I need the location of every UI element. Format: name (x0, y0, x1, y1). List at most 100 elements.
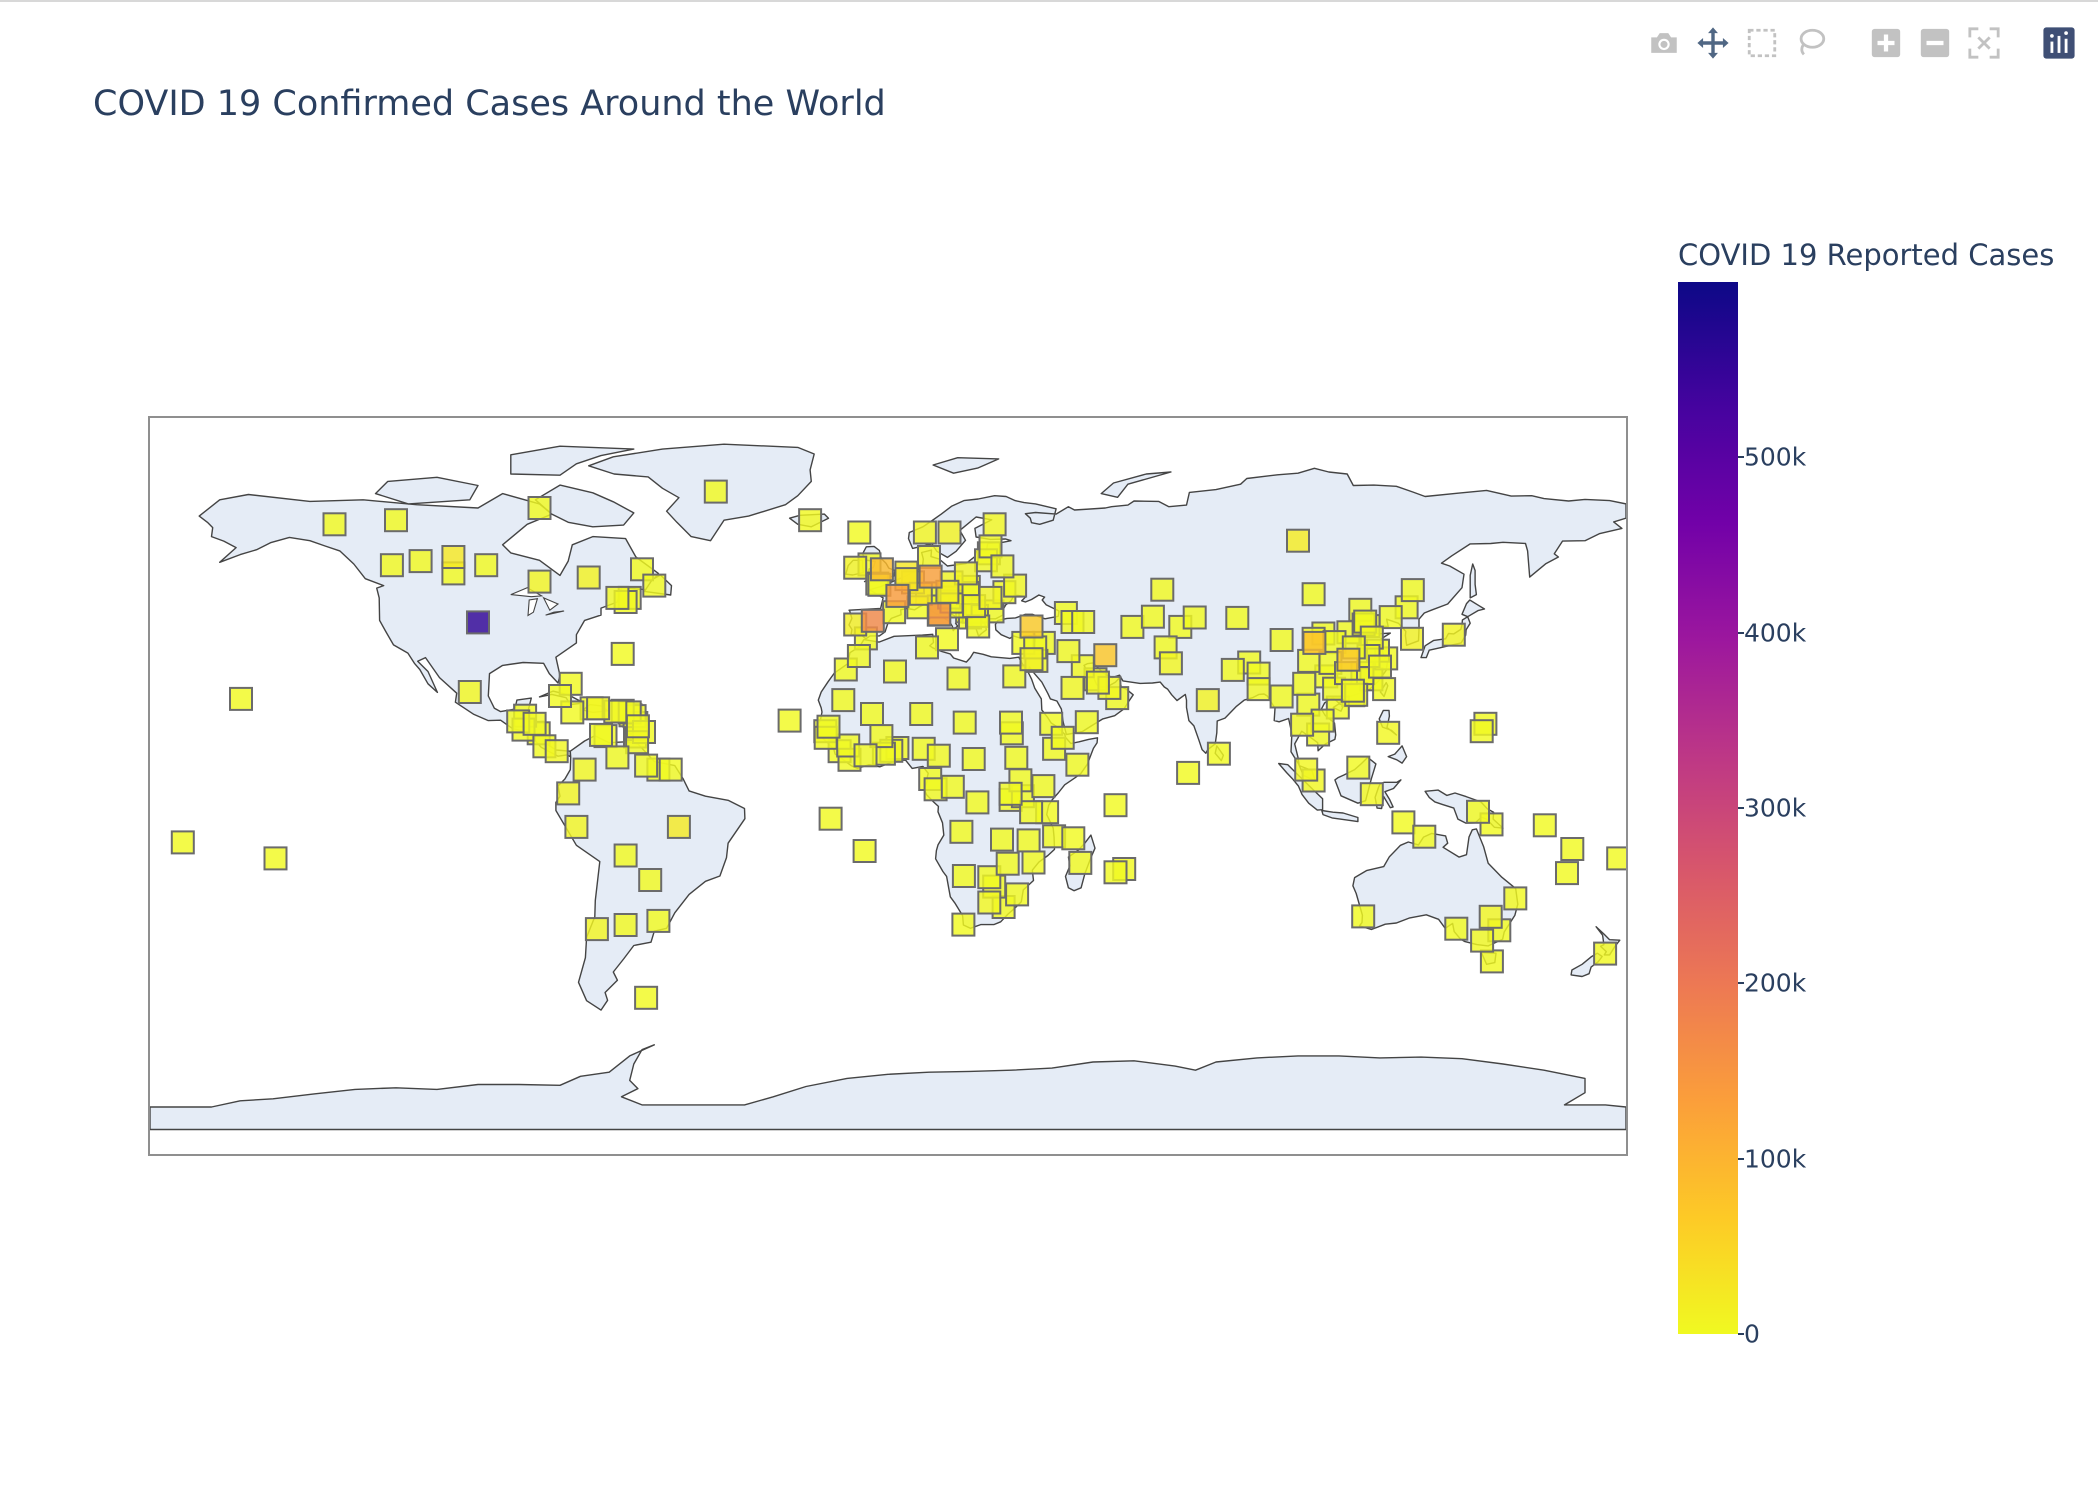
case-marker[interactable] (1368, 654, 1392, 679)
case-marker[interactable] (1372, 677, 1397, 702)
case-marker[interactable] (527, 496, 552, 520)
case-marker[interactable] (1195, 688, 1220, 713)
case-marker[interactable] (1019, 614, 1044, 639)
case-marker[interactable] (576, 565, 601, 590)
case-marker[interactable] (1269, 628, 1294, 652)
case-marker[interactable] (1019, 800, 1044, 825)
case-marker[interactable] (816, 714, 841, 739)
case-marker[interactable] (869, 557, 894, 582)
case-marker[interactable] (1346, 755, 1371, 780)
case-marker[interactable] (951, 912, 976, 937)
case-marker[interactable] (1376, 720, 1401, 745)
case-marker[interactable] (883, 659, 907, 684)
case-marker[interactable] (527, 569, 552, 594)
case-marker[interactable] (1158, 651, 1183, 676)
case-marker[interactable] (556, 781, 581, 806)
case-marker[interactable] (589, 722, 613, 747)
case-marker[interactable] (1294, 757, 1319, 782)
lasso-icon[interactable] (1792, 24, 1830, 62)
case-marker[interactable] (1093, 643, 1118, 668)
case-marker[interactable] (1391, 810, 1416, 835)
case-marker[interactable] (952, 710, 977, 735)
case-marker[interactable] (982, 512, 1007, 537)
pan-icon[interactable] (1694, 24, 1732, 62)
case-marker[interactable] (1004, 745, 1029, 770)
case-marker[interactable] (1220, 657, 1245, 682)
case-marker[interactable] (610, 641, 635, 666)
case-marker[interactable] (586, 696, 611, 721)
case-marker[interactable] (1478, 904, 1503, 929)
case-marker[interactable] (1290, 712, 1315, 737)
case-marker[interactable] (564, 814, 589, 839)
case-marker[interactable] (1466, 799, 1490, 824)
case-marker[interactable] (831, 688, 856, 713)
case-marker[interactable] (998, 781, 1023, 806)
case-marker[interactable] (1050, 725, 1075, 750)
case-marker[interactable] (1071, 610, 1096, 634)
case-marker[interactable] (584, 917, 609, 942)
case-marker[interactable] (1286, 528, 1310, 553)
geo-map[interactable] (148, 416, 1628, 1156)
case-marker[interactable] (474, 553, 499, 578)
case-marker[interactable] (457, 680, 482, 704)
case-marker[interactable] (666, 814, 691, 839)
case-marker[interactable] (1056, 639, 1081, 664)
case-marker[interactable] (1016, 828, 1041, 853)
case-marker[interactable] (1441, 622, 1466, 647)
case-marker[interactable] (946, 666, 971, 691)
case-marker[interactable] (1225, 605, 1250, 630)
case-marker[interactable] (1074, 710, 1099, 735)
case-marker[interactable] (1182, 605, 1207, 630)
case-marker[interactable] (605, 745, 630, 770)
case-marker[interactable] (926, 743, 951, 768)
case-marker[interactable] (860, 702, 884, 726)
case-marker[interactable] (384, 508, 408, 533)
case-marker[interactable] (965, 790, 990, 815)
case-marker[interactable] (1340, 678, 1365, 703)
case-marker[interactable] (1469, 719, 1494, 744)
case-marker[interactable] (1103, 793, 1128, 818)
case-marker[interactable] (1400, 578, 1425, 603)
case-marker[interactable] (852, 839, 877, 863)
case-marker[interactable] (1120, 614, 1145, 639)
case-marker[interactable] (170, 830, 195, 855)
case-marker[interactable] (869, 724, 894, 749)
case-marker[interactable] (935, 627, 959, 652)
case-marker[interactable] (379, 553, 404, 578)
case-marker[interactable] (625, 714, 650, 739)
case-marker[interactable] (658, 757, 683, 782)
case-marker[interactable] (798, 508, 823, 533)
case-marker[interactable] (1301, 582, 1326, 607)
case-marker[interactable] (978, 534, 1003, 559)
case-marker[interactable] (1412, 824, 1437, 849)
case-marker[interactable] (918, 564, 943, 589)
case-marker[interactable] (999, 710, 1023, 735)
case-marker[interactable] (1470, 928, 1495, 953)
case-marker[interactable] (1532, 813, 1557, 838)
case-marker[interactable] (646, 908, 671, 933)
case-marker[interactable] (1302, 630, 1327, 655)
case-marker[interactable] (703, 479, 728, 504)
case-marker[interactable] (1292, 671, 1317, 696)
case-marker[interactable] (1336, 647, 1361, 672)
case-marker[interactable] (915, 635, 939, 660)
case-marker[interactable] (605, 585, 630, 610)
case-marker[interactable] (441, 545, 466, 569)
case-marker[interactable] (949, 819, 974, 844)
case-marker[interactable] (408, 549, 433, 574)
case-marker[interactable] (1065, 752, 1090, 777)
case-marker[interactable] (1269, 684, 1294, 709)
case-marker[interactable] (978, 585, 1003, 610)
case-marker[interactable] (1444, 916, 1469, 941)
case-marker[interactable] (634, 985, 659, 1010)
case-marker[interactable] (860, 608, 885, 633)
case-marker[interactable] (847, 520, 872, 545)
case-marker[interactable] (843, 555, 868, 580)
case-marker[interactable] (1555, 861, 1579, 886)
case-marker[interactable] (961, 747, 986, 771)
case-marker[interactable] (1479, 949, 1504, 974)
case-marker[interactable] (263, 846, 288, 871)
geo-plot[interactable] (150, 418, 1626, 1154)
case-marker[interactable] (1068, 850, 1093, 875)
case-marker[interactable] (966, 614, 991, 639)
